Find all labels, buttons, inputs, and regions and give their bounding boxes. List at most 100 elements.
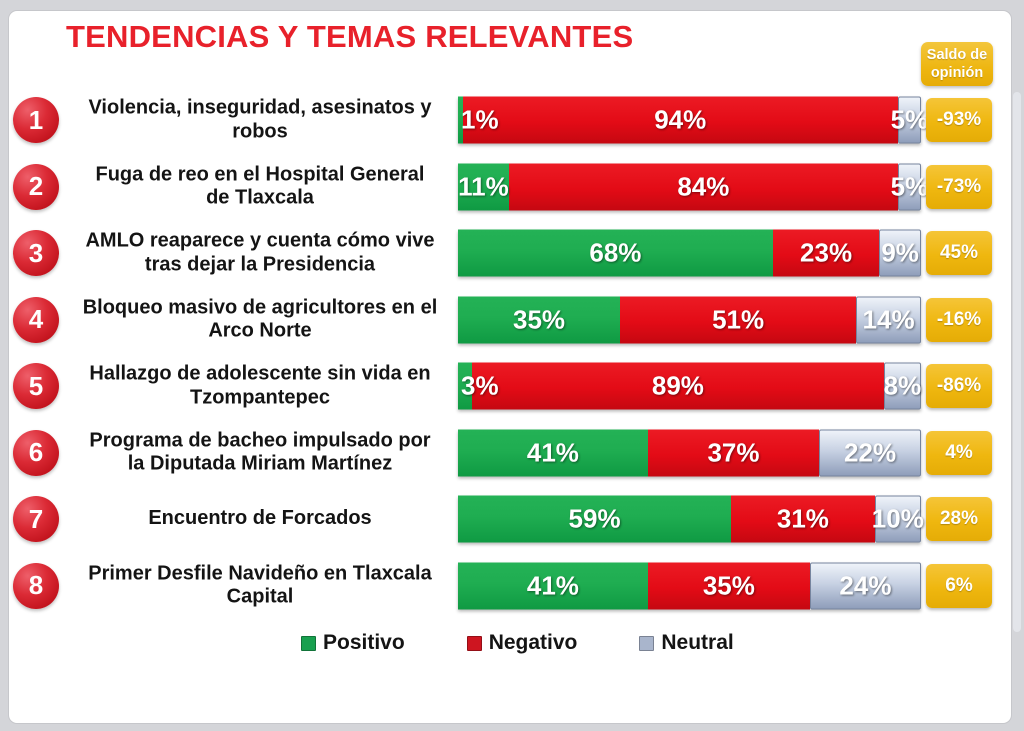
legend-item-neutral: Neutral [639, 631, 734, 655]
topic-row: 2 Fuga de reo en el Hospital General de Tl… [9, 154, 1011, 221]
neutral-value-label: 9% [881, 237, 919, 268]
neutral-segment: 5% [891, 163, 928, 211]
stacked-bar: 59% 31% 10% [458, 495, 924, 543]
neutral-value-label: 10% [871, 503, 924, 534]
legend-label: Positivo [323, 631, 405, 654]
neutral-segment: 14% [856, 296, 921, 344]
saldo-badge: 45% [926, 231, 992, 276]
neutral-segment: 10% [871, 495, 924, 543]
topic-row: 7 Encuentro de Forcados 59% 31% 10% 28% [9, 486, 1011, 553]
positivo-segment: 59% [458, 495, 732, 543]
saldo-badge: -93% [926, 98, 992, 143]
legend-item-negativo: Negativo [466, 631, 578, 655]
saldo-badge: -16% [926, 297, 992, 342]
topic-label: Encuentro de Forcados [148, 507, 372, 530]
saldo-badge: 4% [926, 430, 992, 475]
negativo-value-label: 37% [707, 437, 760, 468]
slide-card: TENDENCIAS Y TEMAS RELEVANTES Saldo de o… [8, 10, 1012, 724]
saldo-badge: -73% [926, 164, 992, 209]
negativo-segment: 51% [620, 296, 857, 344]
rank-badge: 3 [13, 230, 59, 277]
negativo-value-label: 35% [702, 570, 755, 601]
legend-label: Neutral [661, 631, 734, 654]
positivo-value-label: 41% [526, 437, 579, 468]
neutral-value-label: 24% [839, 570, 892, 601]
topic-row: 5 Hallazgo de adolescente sin vida en Tzom… [9, 353, 1011, 420]
rank-badge: 5 [13, 363, 59, 410]
rank-badge: 2 [13, 163, 59, 210]
topic-row: 4 Bloqueo masivo de agricultores en el Arc… [9, 287, 1011, 354]
saldo-badge: 6% [926, 563, 992, 608]
positivo-segment: 1% [458, 96, 499, 144]
positivo-value-label: 3% [461, 370, 499, 401]
negativo-swatch-icon [466, 635, 482, 651]
rank-badge: 7 [13, 496, 59, 543]
neutral-value-label: 5% [890, 104, 929, 135]
stacked-bar: 1% 94% 5% [458, 96, 928, 144]
topic-label: Hallazgo de adolescente sin vida en Tzomp… [89, 362, 431, 409]
topic-label: AMLO reaparece y cuenta cómo vive tras de… [85, 229, 435, 276]
topic-label: Bloqueo masivo de agricultores en el Arco… [82, 296, 438, 342]
negativo-value-label: 89% [651, 370, 704, 401]
topic-label: Violencia, inseguridad, asesinatos y robo… [88, 96, 432, 143]
positivo-value-label: 41% [526, 570, 579, 601]
neutral-value-label: 14% [862, 304, 915, 335]
positivo-value-label: 35% [513, 304, 566, 335]
negativo-segment: 84% [508, 163, 898, 211]
neutral-swatch-icon [639, 635, 655, 651]
negativo-value-label: 94% [654, 104, 707, 135]
positivo-swatch-icon [301, 635, 316, 651]
negativo-segment: 31% [731, 495, 875, 543]
positivo-segment: 11% [458, 163, 509, 211]
neutral-segment: 8% [883, 362, 922, 410]
negativo-segment: 94% [462, 96, 898, 144]
saldo-header-line2: opinión [930, 65, 984, 81]
rank-badge: 8 [13, 562, 59, 609]
rank-badge: 6 [13, 429, 59, 476]
legend: Positivo Negativo Neutral [301, 631, 734, 655]
negativo-segment: 89% [471, 362, 884, 410]
neutral-segment: 5% [891, 96, 928, 144]
topic-row: 8 Primer Desfile Navideño en Tlaxcala Capi… [9, 553, 1011, 620]
positivo-segment: 41% [458, 562, 648, 610]
page-title: TENDENCIAS Y TEMAS RELEVANTES [66, 19, 634, 54]
stacked-bar: 35% 51% 14% [458, 296, 921, 344]
positivo-segment: 68% [458, 229, 773, 277]
positivo-segment: 41% [458, 429, 648, 477]
stacked-bar: 11% 84% 5% [458, 163, 928, 211]
negativo-segment: 37% [647, 429, 820, 477]
topic-label: Programa de bacheo impulsado por la Diput… [89, 429, 431, 475]
rank-badge: 1 [13, 97, 59, 144]
topic-row: 3 AMLO reaparece y cuenta cómo vive tras d… [9, 220, 1011, 287]
legend-item-positivo: Positivo [301, 631, 405, 655]
topic-row: 1 Violencia, inseguridad, asesinatos y rob… [9, 87, 1011, 154]
topic-label: Primer Desfile Navideño en Tlaxcala Capit… [88, 562, 432, 608]
neutral-segment: 9% [879, 229, 921, 277]
positivo-value-label: 68% [589, 237, 642, 268]
legend-label: Negativo [488, 631, 578, 654]
stacked-bar: 41% 37% 22% [458, 429, 921, 477]
negativo-value-label: 84% [677, 171, 730, 202]
negativo-segment: 23% [772, 229, 880, 277]
stacked-bar: 68% 23% 9% [458, 229, 921, 277]
topic-label: Fuga de reo en el Hospital General de Tla… [95, 163, 425, 209]
neutral-value-label: 8% [883, 370, 922, 401]
saldo-badge: -86% [926, 364, 992, 409]
negativo-value-label: 51% [712, 304, 765, 335]
chart-rows: 1 Violencia, inseguridad, asesinatos y rob… [9, 87, 1011, 619]
negativo-value-label: 23% [800, 237, 853, 268]
positivo-segment: 35% [458, 296, 621, 344]
positivo-value-label: 1% [461, 104, 499, 135]
stacked-bar: 3% 89% 8% [458, 362, 922, 410]
saldo-header-line1: Saldo de [926, 46, 988, 63]
scrollbar-thumb[interactable] [1013, 92, 1021, 632]
stacked-bar: 41% 35% 24% [458, 562, 921, 610]
negativo-value-label: 31% [776, 503, 829, 534]
neutral-segment: 22% [819, 429, 921, 477]
positivo-segment: 3% [458, 362, 499, 410]
topic-row: 6 Programa de bacheo impulsado por la Dipu… [9, 420, 1011, 487]
neutral-value-label: 5% [890, 171, 929, 202]
saldo-badge: 28% [926, 497, 992, 542]
rank-badge: 4 [13, 296, 59, 343]
positivo-value-label: 11% [458, 171, 509, 202]
